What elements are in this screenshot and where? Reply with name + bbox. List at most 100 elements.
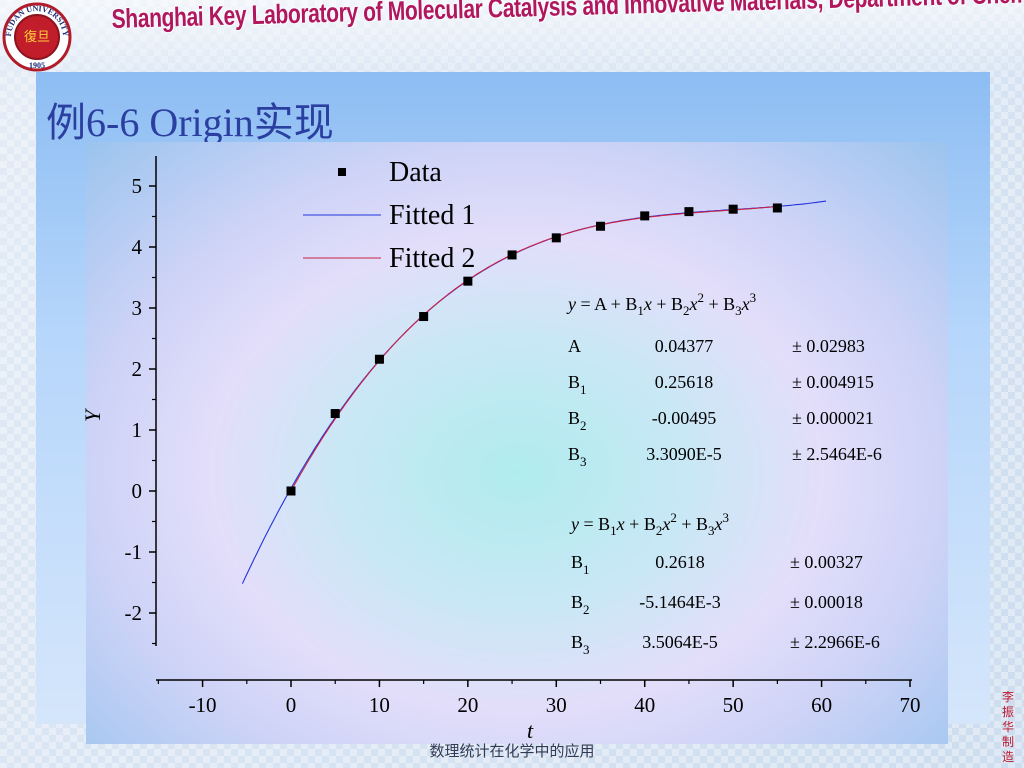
- param-error: ± 0.00018: [790, 592, 863, 612]
- seal-center-char: 復旦: [24, 29, 50, 44]
- fit1-eq-x2: x: [689, 294, 698, 314]
- param-name: B1: [571, 552, 590, 577]
- param-letter: A: [568, 336, 581, 356]
- param-letter: B: [571, 592, 583, 612]
- y-tick-label: -2: [125, 601, 143, 625]
- param-subscript: 3: [580, 454, 587, 469]
- header-band: [0, 0, 1024, 72]
- fit2-eq-sub3: 3: [708, 523, 715, 538]
- legend-label: Data: [389, 157, 442, 188]
- param-name: B2: [568, 408, 587, 433]
- x-tick-label: 20: [457, 693, 478, 717]
- param-value: 0.2618: [655, 552, 705, 572]
- slide-title: 例6-6 Origin实现: [46, 100, 334, 145]
- param-error: ± 2.5464E-6: [792, 444, 882, 464]
- fit1-eq-plus2: + B: [704, 294, 735, 314]
- param-value: 3.3090E-5: [646, 444, 722, 464]
- fit2-eq-part1: = B: [579, 514, 610, 534]
- fit1-eq-plus1: + B: [652, 294, 683, 314]
- data-point: [596, 221, 606, 231]
- chart-frame: [86, 142, 948, 744]
- data-point: [463, 276, 473, 286]
- fit1-eq-y: y: [566, 294, 576, 314]
- param-letter: B: [568, 444, 580, 464]
- x-tick-label: 50: [723, 693, 744, 717]
- param-letter: B: [568, 372, 580, 392]
- data-point: [551, 233, 561, 243]
- param-letter: B: [568, 408, 580, 428]
- university-seal-icon: FUDAN UNIVERSITY 復旦 1905: [2, 2, 72, 72]
- fit2-eq-x3: x: [714, 514, 723, 534]
- legend-marker-data: [338, 168, 346, 176]
- param-value: -0.00495: [652, 408, 717, 428]
- chart-points: [286, 203, 782, 496]
- x-axis-label: t: [527, 718, 534, 743]
- data-point: [728, 204, 738, 214]
- data-point: [330, 409, 340, 419]
- param-letter: B: [571, 632, 583, 652]
- footer-course-title: 数理统计在化学中的应用: [429, 742, 595, 760]
- fit1-eq-x3: x: [741, 294, 750, 314]
- fit2-eq-exp2: 2: [670, 510, 677, 525]
- param-name: A: [568, 336, 581, 356]
- param-error: ± 0.004915: [792, 372, 874, 392]
- seal-year: 1905: [29, 61, 45, 70]
- param-name: B1: [568, 372, 587, 397]
- param-error: ± 0.00327: [790, 552, 863, 572]
- legend-label: Fitted 2: [389, 243, 475, 274]
- data-point: [286, 486, 296, 496]
- param-name: B3: [571, 632, 590, 657]
- param-value: 3.5064E-5: [642, 632, 718, 652]
- param-name: B3: [568, 444, 587, 469]
- fit1-eq-sub1: 1: [637, 303, 644, 318]
- fit2-eq-x1: x: [616, 514, 625, 534]
- y-tick-label: 5: [132, 174, 143, 198]
- x-tick-label: 0: [286, 693, 297, 717]
- y-axis-label: Y: [80, 407, 105, 422]
- fit1-eq-sub3: 3: [735, 303, 742, 318]
- fit1-eq-x1: x: [643, 294, 652, 314]
- x-tick-label: 30: [546, 693, 567, 717]
- param-value: -5.1464E-3: [639, 592, 720, 612]
- fit1-eq-sub2: 2: [683, 303, 690, 318]
- y-tick-label: 2: [132, 357, 143, 381]
- param-error: ± 2.2966E-6: [790, 632, 880, 652]
- param-error: ± 0.02983: [792, 336, 865, 356]
- data-point: [419, 312, 429, 322]
- x-tick-label: 40: [634, 693, 655, 717]
- data-point: [684, 207, 694, 217]
- param-error: ± 0.000021: [792, 408, 874, 428]
- legend-label: Fitted 1: [389, 200, 475, 231]
- y-tick-label: 4: [132, 235, 143, 259]
- param-letter: B: [571, 552, 583, 572]
- chart-legend: Data Fitted 1 Fitted 2: [303, 157, 475, 274]
- fit1-eq-exp3: 3: [750, 290, 757, 305]
- y-tick-label: -1: [125, 540, 143, 564]
- fit-curve-2: [290, 205, 778, 492]
- data-point: [507, 250, 517, 260]
- y-tick-label: 1: [132, 418, 143, 442]
- param-subscript: 2: [580, 418, 587, 433]
- fit2-eq-plus1: + B: [625, 514, 656, 534]
- fit2-eq-plus2: + B: [677, 514, 708, 534]
- fit2-eq-y: y: [569, 514, 579, 534]
- data-point: [772, 203, 782, 213]
- fit1-equation: y = A + B1x + B2x2 + B3x3: [566, 290, 756, 318]
- param-subscript: 3: [583, 642, 590, 657]
- y-tick-label: 0: [132, 479, 143, 503]
- y-tick-label: 3: [132, 296, 143, 320]
- x-tick-label: -10: [189, 693, 217, 717]
- x-tick-label: 10: [369, 693, 390, 717]
- side-credit: 李振华制造: [1001, 690, 1014, 764]
- data-point: [374, 354, 384, 364]
- fit2-eq-sub1: 1: [610, 523, 617, 538]
- param-name: B2: [571, 592, 590, 617]
- data-point: [640, 211, 650, 221]
- fit1-eq-exp2: 2: [698, 290, 705, 305]
- param-subscript: 2: [583, 602, 590, 617]
- param-value: 0.25618: [655, 372, 714, 392]
